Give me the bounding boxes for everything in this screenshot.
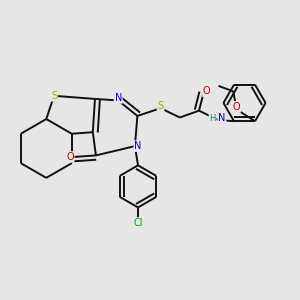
Text: S: S [51, 91, 57, 101]
Text: H: H [209, 114, 216, 123]
Text: N: N [115, 93, 122, 103]
Text: N: N [218, 113, 226, 123]
Text: N: N [134, 141, 142, 151]
Text: O: O [66, 152, 74, 162]
Text: S: S [158, 101, 164, 111]
Text: O: O [233, 102, 240, 112]
Text: O: O [203, 86, 211, 96]
Text: Cl: Cl [133, 218, 143, 228]
